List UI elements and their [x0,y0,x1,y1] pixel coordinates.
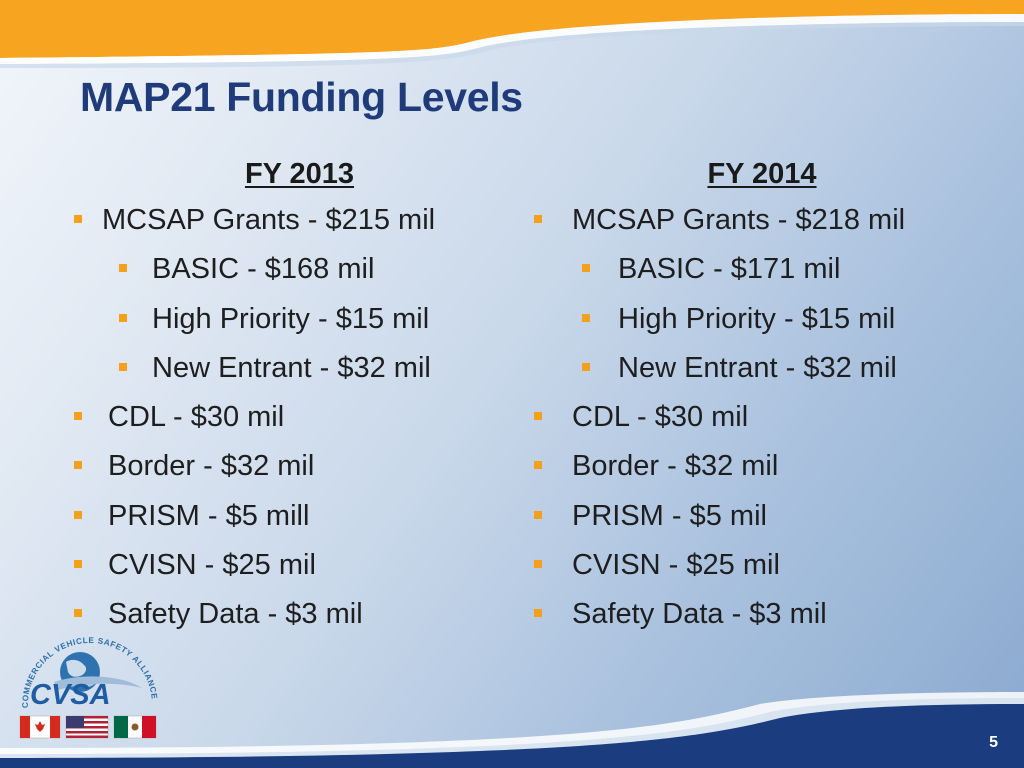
square-bullet-icon [534,510,542,519]
list-item: Safety Data - $3 mil [62,590,527,639]
square-bullet-icon [74,215,82,223]
svg-text:CVSA: CVSA [30,679,111,711]
fy2014-list: MCSAP Grants - $218 mil BASIC - $171 mil… [522,196,982,640]
square-bullet-icon [74,412,82,421]
square-bullet-icon [582,313,590,322]
square-bullet-icon [119,264,127,273]
square-bullet-icon [534,215,542,223]
column-heading: FY 2014 [707,158,817,190]
list-item: BASIC - $171 mil [522,245,982,294]
list-item: New Entrant - $32 mil [62,344,527,393]
list-item: CDL - $30 mil [522,393,982,442]
cvsa-logo: COMMERCIAL VEHICLE SAFETY ALLIANCE CVSA [19,636,158,739]
square-bullet-icon [582,264,590,273]
square-bullet-icon [74,609,82,618]
list-item: High Priority - $15 mil [522,295,982,344]
page-number: 5 [989,734,998,751]
square-bullet-icon [534,412,542,421]
mexico-flag [113,715,157,739]
list-item: Border - $32 mil [62,442,527,491]
list-item: Border - $32 mil [522,442,982,491]
list-item: BASIC - $168 mil [62,245,527,294]
column-heading: FY 2013 [244,158,355,190]
fy2013-column: FY 2013 MCSAP Grants - $215 mil BASIC - … [62,152,527,640]
square-bullet-icon [534,609,542,618]
list-item: CVISN - $25 mil [522,541,982,590]
square-bullet-icon [119,362,127,371]
square-bullet-icon [74,510,82,519]
list-item: Safety Data - $3 mil [522,590,982,639]
list-item: CDL - $30 mil [62,393,527,442]
fy2013-list: MCSAP Grants - $215 mil BASIC - $168 mil… [62,196,527,640]
fy2014-column: FY 2014 MCSAP Grants - $218 mil BASIC - … [522,152,982,640]
square-bullet-icon [74,461,82,470]
list-item: PRISM - $5 mil [522,492,982,541]
square-bullet-icon [119,313,127,322]
list-item: PRISM - $5 mill [62,492,527,541]
top-header-band [0,0,1024,68]
square-bullet-icon [582,362,590,371]
square-bullet-icon [534,461,542,470]
bottom-footer-band [0,692,1024,768]
list-item: CVISN - $25 mil [62,541,527,590]
square-bullet-icon [534,560,542,569]
list-item: High Priority - $15 mil [62,295,527,344]
list-item: MCSAP Grants - $215 mil [62,196,527,245]
square-bullet-icon [74,560,82,569]
list-item: MCSAP Grants - $218 mil [522,196,982,245]
usa-flag [65,715,109,739]
slide-title: MAP21 Funding Levels [80,74,523,120]
canada-flag [19,715,61,739]
list-item: New Entrant - $32 mil [522,344,982,393]
